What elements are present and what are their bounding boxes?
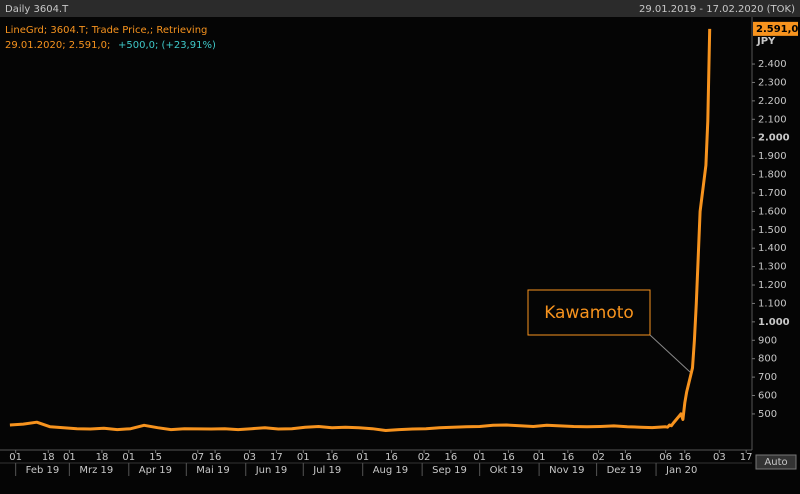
legend-line: LineGrd; 3604.T; Trade Price,; Retrievin… — [5, 25, 207, 36]
annotation-leader — [649, 334, 691, 373]
y-unit: JPY — [756, 36, 776, 47]
x-tick-label: 07 — [191, 452, 204, 463]
auto-button-label[interactable]: Auto — [764, 457, 787, 468]
x-tick-label: 02 — [592, 452, 605, 463]
x-tick-label: 16 — [385, 452, 398, 463]
month-label: Apr 19 — [139, 465, 172, 476]
month-label: Mai 19 — [196, 465, 229, 476]
y-tick-label: 1.700 — [758, 188, 787, 199]
y-tick-label: 1.100 — [758, 298, 787, 309]
date-range: 29.01.2019 - 17.02.2020 (TOK) — [639, 4, 795, 15]
annotation-box — [527, 289, 651, 336]
month-label: Aug 19 — [373, 465, 408, 476]
month-label: Okt 19 — [490, 465, 524, 476]
x-tick-label: 17 — [740, 452, 753, 463]
y-tick-label: 900 — [758, 335, 777, 346]
y-tick-label: 2.300 — [758, 77, 787, 88]
y-tick-label: 1.500 — [758, 225, 787, 236]
x-tick-label: 18 — [96, 452, 109, 463]
x-tick-label: 16 — [619, 452, 632, 463]
y-tick-label: 700 — [758, 372, 777, 383]
x-tick-label: 16 — [326, 452, 339, 463]
x-tick-label: 03 — [243, 452, 256, 463]
y-tick-label: 800 — [758, 354, 777, 365]
x-tick-label: 16 — [561, 452, 574, 463]
month-label: Jul 19 — [312, 465, 341, 476]
y-tick-label: 2.100 — [758, 114, 787, 125]
y-tick-label: 1.400 — [758, 243, 787, 254]
month-label: Jan 20 — [665, 465, 697, 476]
header-bar — [0, 0, 800, 17]
x-tick-label: 01 — [63, 452, 76, 463]
y-tick-label: 500 — [758, 409, 777, 420]
month-label: Nov 19 — [549, 465, 584, 476]
x-tick-label: 03 — [713, 452, 726, 463]
y-tick-label: 2.000 — [758, 133, 790, 144]
month-label: Mrz 19 — [79, 465, 113, 476]
y-tick-label: 1.600 — [758, 206, 787, 217]
legend-change: +500,0; (+23,91%) — [118, 40, 216, 51]
y-tick-label: 1.900 — [758, 151, 787, 162]
x-tick-label: 01 — [533, 452, 546, 463]
x-tick-label: 01 — [473, 452, 486, 463]
x-tick-label: 06 — [659, 452, 672, 463]
x-tick-label: 01 — [356, 452, 369, 463]
x-tick-label: 01 — [9, 452, 22, 463]
y-tick-label: 600 — [758, 391, 777, 402]
y-tick-label: 2.200 — [758, 96, 787, 107]
legend-line: 29.01.2020; 2.591,0; — [5, 40, 110, 51]
last-price-label: 2.591,0 — [756, 24, 798, 35]
x-tick-label: 17 — [270, 452, 283, 463]
y-tick-label: 1.000 — [758, 317, 790, 328]
price-line — [9, 28, 712, 432]
x-tick-label: 16 — [502, 452, 515, 463]
last-price-tag — [753, 21, 798, 36]
auto-button[interactable] — [755, 454, 797, 470]
annotation: Kawamoto — [544, 303, 634, 323]
month-label: Feb 19 — [26, 465, 60, 476]
x-tick-label: 01 — [122, 452, 135, 463]
month-label: Jun 19 — [255, 465, 288, 476]
x-tick-label: 02 — [418, 452, 431, 463]
month-label: Dez 19 — [607, 465, 642, 476]
x-tick-label: 16 — [445, 452, 458, 463]
x-tick-label: 16 — [678, 452, 691, 463]
x-tick-label: 16 — [209, 452, 222, 463]
y-tick-label: 1.300 — [758, 262, 787, 273]
month-label: Sep 19 — [432, 465, 467, 476]
chart-title: Daily 3604.T — [5, 4, 69, 15]
x-tick-label: 01 — [297, 452, 310, 463]
x-tick-label: 15 — [149, 452, 162, 463]
y-tick-label: 2.400 — [758, 59, 787, 70]
y-tick-label: 1.200 — [758, 280, 787, 291]
y-tick-label: 1.800 — [758, 170, 787, 181]
x-tick-label: 18 — [42, 452, 55, 463]
